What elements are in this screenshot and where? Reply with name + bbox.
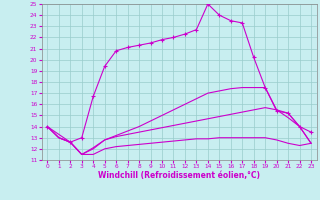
X-axis label: Windchill (Refroidissement éolien,°C): Windchill (Refroidissement éolien,°C) bbox=[98, 171, 260, 180]
